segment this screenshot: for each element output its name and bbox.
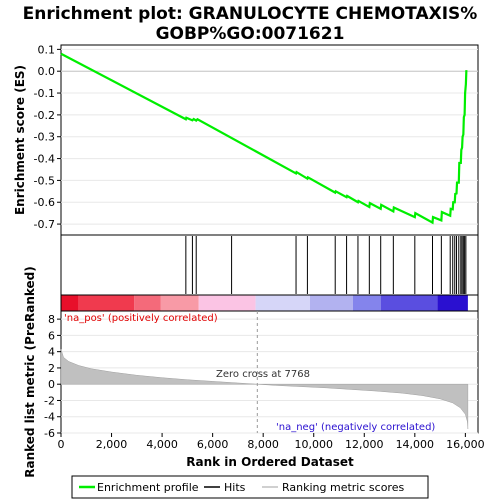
metric-ytick-label: 0 (48, 378, 55, 391)
legend-profile-label: Enrichment profile (97, 481, 199, 494)
metric-ytick-label: -2 (44, 394, 55, 407)
es-ylabel: Enrichment score (ES) (13, 65, 27, 215)
x-tick-label: 8,000 (247, 438, 279, 451)
x-tick-label: 14,000 (396, 438, 435, 451)
metric-ytick-label: 2 (48, 362, 55, 375)
es-panel: 0.1 0.0 -0.1 -0.2 -0.3 -0.4 -0.5 -0.6 -0.7 Enric… (13, 43, 479, 236)
metric-ytick-label: 4 (48, 346, 55, 359)
es-ytick-label: -0.1 (34, 87, 55, 100)
color-bar-segment (160, 295, 199, 311)
chart-title-line1: Enrichment plot: GRANULOCYTE CHEMOTAXIS% (23, 4, 478, 24)
metric-ytick-label: 6 (48, 329, 55, 342)
x-tick-label: 10,000 (294, 438, 333, 451)
zero-cross-label: Zero cross at 7768 (216, 369, 310, 380)
legend: Enrichment profile Hits Ranking metric s… (71, 475, 429, 499)
color-bar-segment (437, 295, 468, 311)
x-axis: 0 2,000 4,000 6,000 8,000 10,000 12,000 14,000 1… (58, 433, 485, 451)
legend-metric-label: Ranking metric scores (282, 481, 404, 494)
x-tick-label: 4,000 (146, 438, 178, 451)
color-bar-segment (198, 295, 256, 311)
hits-panel (60, 234, 479, 312)
color-bar-segment (255, 295, 310, 311)
chart-title-line2: GOBP%GO:0071621 (156, 24, 345, 44)
metric-ylabel: Ranked list metric (PreRanked) (23, 266, 37, 478)
es-ytick-label: -0.5 (34, 174, 55, 187)
x-tick-label: 2,000 (96, 438, 128, 451)
es-ytick-label: 0.1 (38, 43, 56, 56)
metric-ytick-label: -6 (44, 427, 55, 440)
x-tick-label: 16,000 (446, 438, 485, 451)
x-axis-label: Rank in Ordered Dataset (186, 455, 354, 469)
es-ytick-label: -0.3 (34, 131, 55, 144)
neg-correlated-label: 'na_neg' (negatively correlated) (276, 422, 435, 433)
es-ytick-label: -0.6 (34, 196, 55, 209)
es-ytick-label: -0.4 (34, 153, 55, 166)
x-tick-label: 12,000 (345, 438, 384, 451)
color-bar-segment (309, 295, 353, 311)
es-ytick-label: -0.7 (34, 218, 55, 231)
color-bar-segment (380, 295, 438, 311)
pos-correlated-label: 'na_pos' (positively correlated) (64, 313, 218, 324)
ranking-metric-area (60, 349, 469, 429)
color-bar-segment (352, 295, 381, 311)
es-ytick-label: 0.0 (38, 65, 56, 78)
enrichment-profile-line (60, 52, 468, 225)
x-tick-label: 6,000 (197, 438, 229, 451)
metric-ytick-label: 8 (48, 313, 55, 326)
metric-ytick-label: -4 (44, 411, 55, 424)
metric-panel: 8 6 4 2 0 -2 -4 -6 'na_pos' (positively correla… (23, 266, 479, 478)
hits-panel-frame (60, 234, 479, 296)
color-bar-segment (134, 295, 161, 311)
es-panel-frame (60, 44, 479, 236)
legend-frame (71, 475, 429, 499)
color-bar-segment (61, 295, 79, 311)
color-bar-segment (78, 295, 135, 311)
es-ytick-label: -0.2 (34, 109, 55, 122)
legend-hits-label: Hits (224, 481, 246, 494)
x-tick-label: 0 (58, 438, 65, 451)
